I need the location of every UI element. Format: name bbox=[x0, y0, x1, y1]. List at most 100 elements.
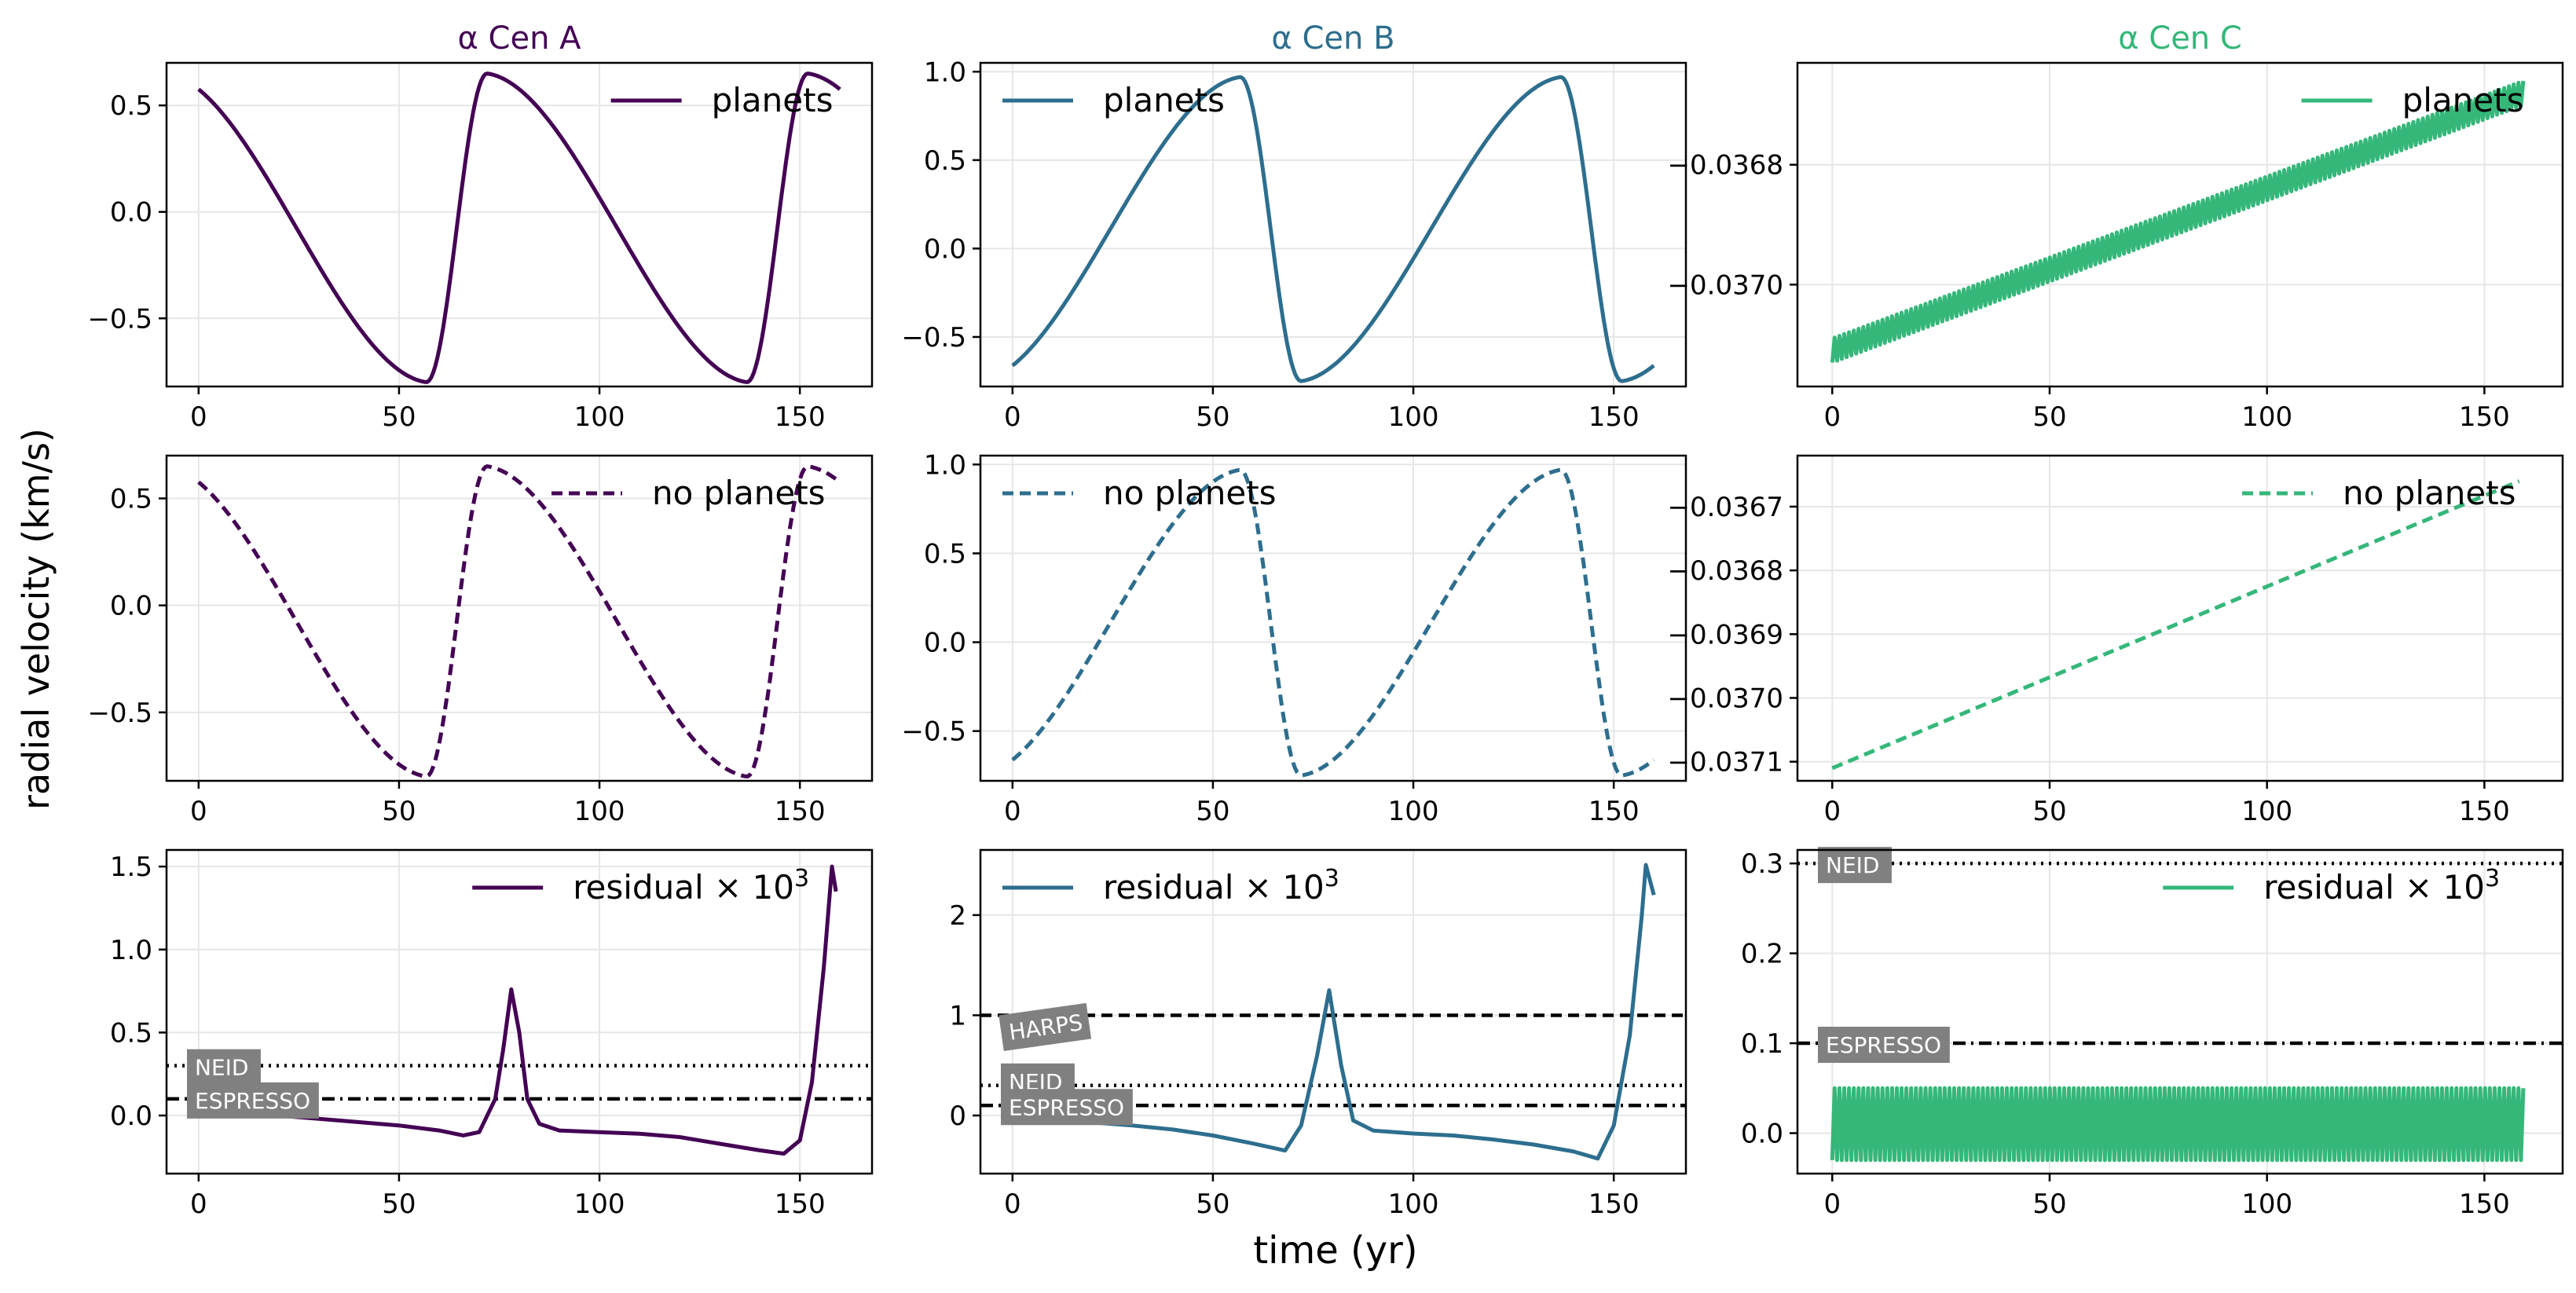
x-tick-label: 0 bbox=[1004, 1189, 1021, 1220]
y-tick-label: −0.0370 bbox=[1668, 269, 1783, 301]
axes-frame bbox=[1796, 454, 2564, 782]
badge-espresso: ESPRESSO bbox=[1001, 1089, 1133, 1126]
x-tick-label: 100 bbox=[574, 796, 625, 827]
x-tick-label: 100 bbox=[1388, 1189, 1439, 1220]
badge-espresso: ESPRESSO bbox=[187, 1082, 319, 1119]
legend-label: residual × 103 bbox=[573, 865, 809, 907]
y-tick-label: 0.5 bbox=[924, 145, 966, 177]
x-tick-label: 0 bbox=[1823, 1189, 1841, 1220]
y-tick-label: 0.3 bbox=[1741, 848, 1783, 880]
x-tick-label: 0 bbox=[190, 401, 207, 433]
badge-background bbox=[1818, 847, 1892, 884]
badge-harps: HARPS bbox=[999, 1002, 1092, 1052]
x-tick-label: 0 bbox=[1004, 401, 1021, 433]
chart-panel-C-noplanets: 0 50 100 150 −0.0371 −0.0370 −0.0369 −0.0368 −0.… bbox=[1668, 454, 2564, 827]
y-tick-label: 0 bbox=[949, 1101, 966, 1132]
y-tick-label: −0.0371 bbox=[1668, 747, 1783, 778]
x-tick-label: 50 bbox=[382, 796, 416, 827]
y-tick-label: 0.0 bbox=[924, 233, 966, 265]
x-tick-label: 50 bbox=[2032, 1189, 2066, 1220]
badge-label: NEID bbox=[195, 1055, 248, 1081]
x-tick-label: 150 bbox=[1588, 401, 1640, 433]
x-tick-label: 100 bbox=[574, 1189, 625, 1220]
legend-label: residual × 103 bbox=[2263, 865, 2500, 907]
axes-frame bbox=[979, 454, 1687, 782]
series-line bbox=[1830, 80, 2526, 363]
y-tick-label: 1.0 bbox=[110, 935, 152, 966]
chart-panel-C-planets: α Cen C 0 50 100 150 −0.0370 −0.0368 planets bbox=[1668, 20, 2564, 433]
panel-title: α Cen A bbox=[457, 20, 581, 57]
figure-ylabel: radial velocity (km/s) bbox=[15, 428, 57, 810]
x-tick-label: 50 bbox=[382, 1189, 416, 1220]
x-tick-label: 50 bbox=[1196, 1189, 1229, 1220]
legend: planets bbox=[1002, 81, 1225, 119]
x-tick-label: 150 bbox=[775, 796, 826, 827]
y-tick-label: 1.5 bbox=[110, 852, 152, 883]
chart-panel-A-noplanets: 0 50 100 150 −0.5 0.0 0.5 no planets bbox=[87, 454, 874, 827]
axes-frame bbox=[1796, 848, 2564, 1175]
y-tick-label: 1.0 bbox=[924, 57, 966, 88]
panel-title: α Cen B bbox=[1271, 20, 1394, 57]
x-tick-label: 100 bbox=[1388, 796, 1439, 827]
chart-panel-B-planets: α Cen B 0 50 100 150 −0.5 0.0 0.5 1.0 planets bbox=[901, 20, 1687, 433]
y-tick-label: 1.0 bbox=[924, 449, 966, 481]
x-tick-label: 100 bbox=[2241, 1189, 2292, 1220]
y-tick-label: −0.5 bbox=[901, 716, 966, 748]
y-tick-label: 0.5 bbox=[110, 1017, 152, 1049]
y-tick-label: 0.0 bbox=[924, 628, 966, 659]
chart-panel-A-planets: α Cen A 0 50 100 150 −0.5 0.0 0.5 planets bbox=[87, 20, 874, 433]
legend: no planets bbox=[551, 474, 826, 512]
badge-label: NEID bbox=[1826, 852, 1879, 878]
legend: no planets bbox=[1002, 474, 1277, 512]
series-line bbox=[1011, 75, 1655, 383]
y-tick-label: 0.1 bbox=[1741, 1028, 1783, 1060]
series-line bbox=[1012, 863, 1656, 1161]
series-line bbox=[1011, 467, 1655, 778]
badge-label: ESPRESSO bbox=[195, 1088, 310, 1114]
x-tick-label: 100 bbox=[1388, 401, 1439, 433]
y-tick-label: −0.0367 bbox=[1668, 492, 1783, 523]
series-line bbox=[1831, 479, 2520, 771]
x-tick-label: 0 bbox=[190, 796, 207, 827]
y-tick-label: 1 bbox=[949, 1000, 966, 1031]
chart-panel-C-residual: NEID ESPRESSO 0 50 100 150 0.0 0.1 0.2 0.3 residua… bbox=[1741, 847, 2564, 1220]
legend-label: residual × 103 bbox=[1103, 865, 1339, 907]
legend-label: no planets bbox=[1103, 474, 1277, 512]
x-tick-label: 0 bbox=[190, 1189, 207, 1220]
x-tick-label: 150 bbox=[1588, 1189, 1640, 1220]
y-tick-label: 0.5 bbox=[110, 483, 152, 515]
series-line bbox=[197, 71, 841, 384]
y-tick-label: −0.5 bbox=[87, 303, 152, 335]
series-line bbox=[198, 864, 838, 1156]
legend-label: planets bbox=[712, 81, 834, 119]
x-tick-label: 50 bbox=[1196, 796, 1229, 827]
y-tick-label: 0.5 bbox=[924, 538, 966, 570]
x-tick-label: 150 bbox=[2459, 1189, 2510, 1220]
badge-label: ESPRESSO bbox=[1009, 1094, 1124, 1120]
x-tick-label: 50 bbox=[1196, 401, 1229, 433]
badge-neid: NEID bbox=[187, 1049, 261, 1086]
axes-frame bbox=[165, 454, 874, 782]
x-tick-label: 100 bbox=[574, 401, 625, 433]
y-tick-label: −0.0368 bbox=[1668, 150, 1783, 181]
badge-background bbox=[187, 1082, 319, 1119]
x-tick-label: 50 bbox=[2032, 796, 2066, 827]
axes-frame bbox=[979, 61, 1687, 388]
y-tick-label: 0.0 bbox=[1741, 1119, 1783, 1150]
x-tick-label: 0 bbox=[1823, 401, 1841, 433]
x-tick-label: 150 bbox=[775, 1189, 826, 1220]
legend-label: planets bbox=[2402, 81, 2524, 119]
legend-label: no planets bbox=[2343, 474, 2516, 512]
chart-panel-B-noplanets: 0 50 100 150 −0.5 0.0 0.5 1.0 no planets bbox=[901, 449, 1687, 827]
badge-background bbox=[1818, 1027, 1950, 1064]
x-tick-label: 150 bbox=[2459, 796, 2510, 827]
panel-title: α Cen C bbox=[2118, 20, 2242, 57]
badge-label: ESPRESSO bbox=[1826, 1032, 1941, 1058]
y-tick-label: 0.0 bbox=[110, 591, 152, 622]
y-tick-label: 2 bbox=[949, 900, 966, 932]
badge-espresso: ESPRESSO bbox=[1818, 1027, 1950, 1064]
legend: planets bbox=[2301, 81, 2524, 119]
legend: planets bbox=[610, 81, 834, 119]
legend-label: no planets bbox=[652, 474, 826, 512]
